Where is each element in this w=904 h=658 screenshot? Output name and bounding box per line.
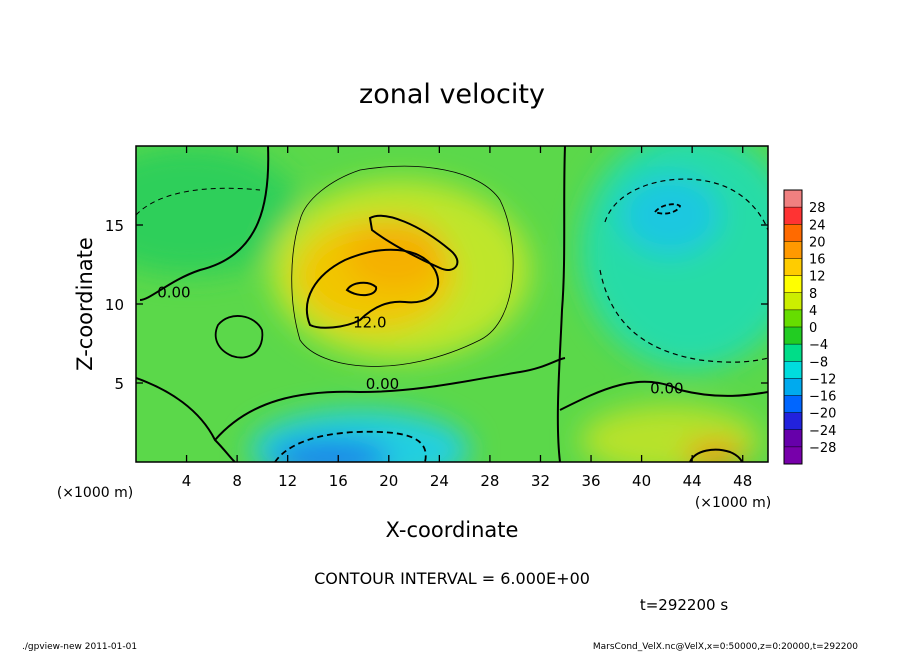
colorbar-swatch: [784, 412, 802, 431]
colorbar-swatch: [784, 344, 802, 362]
contour-negative-bottom: [274, 430, 427, 462]
x-tick-label: 20: [379, 472, 398, 490]
colorbar-swatch: [784, 275, 802, 294]
x-tick-label: 44: [683, 472, 702, 490]
colorbar-swatch: [784, 395, 802, 414]
colorbar-swatch: [784, 224, 802, 242]
chart-title: zonal velocity: [359, 79, 545, 110]
contour-labels: 0.00 12.0 0.00 0.00: [157, 283, 683, 398]
y-tick-label: 10: [105, 296, 124, 314]
colorbar-label: 24: [809, 218, 826, 233]
x-unit-label: (×1000 m): [695, 495, 771, 511]
contour-negative-right-core: [653, 203, 682, 215]
colorbar-label: −4: [809, 338, 828, 353]
zero-contour-middle: [214, 357, 566, 441]
velocity-field-shading: [136, 146, 768, 462]
x-tick-label: 4: [182, 472, 192, 490]
x-tick-label: 28: [480, 472, 499, 490]
colorbar-label: 28: [809, 201, 826, 216]
colorbar-swatch: [784, 190, 802, 208]
y-tick-label: 5: [114, 375, 124, 393]
colorbar-label: 8: [809, 287, 817, 302]
contour-12-outer: [305, 248, 440, 329]
x-tick-label: 24: [430, 472, 449, 490]
x-tick-label: 16: [329, 472, 348, 490]
colorbar-label: −24: [809, 424, 836, 439]
colorbar-label: 16: [809, 253, 826, 268]
zero-contour-left: [136, 146, 270, 462]
x-tick-label: 36: [581, 472, 600, 490]
colorbar-swatch: [784, 361, 802, 379]
contour-label: 0.00: [157, 283, 190, 301]
colorbar: 28 24 20 16 12 8 4 0 −4 −8 −12 −16 −20 −24 −28: [783, 189, 836, 465]
contour-negative-left: [136, 187, 261, 216]
zero-contour-vertical: [556, 146, 566, 462]
colorbar-swatch: [784, 378, 802, 396]
zero-contour-right: [559, 380, 768, 411]
contour-negative-right: [599, 178, 768, 363]
time-text: t=292200 s: [640, 596, 728, 614]
x-tick-label: 40: [632, 472, 651, 490]
x-tick-label: 8: [232, 472, 242, 490]
x-tick-label: 48: [733, 472, 752, 490]
colorbar-label: −16: [809, 390, 836, 405]
colorbar-swatch: [784, 429, 802, 448]
colorbar-label: 20: [809, 235, 826, 250]
contour-label: 12.0: [353, 313, 386, 331]
colorbar-label: 4: [809, 304, 817, 319]
field-region-upper-left: [136, 146, 300, 275]
x-axis-label: X-coordinate: [386, 518, 519, 542]
x-tick-label: 32: [531, 472, 550, 490]
colorbar-swatch: [784, 207, 802, 225]
colorbar-label: 0: [809, 321, 817, 336]
colorbar-swatch: [784, 446, 802, 465]
contour-12-small: [345, 281, 378, 297]
colorbar-label: −20: [809, 407, 836, 422]
footer-right-text: MarsCond_VelX.nc@VelX,x=0:50000,z=0:2000…: [592, 642, 858, 652]
contour-positive-thin: [291, 165, 514, 367]
colorbar-label: 12: [809, 270, 826, 285]
y-unit-label: (×1000 m): [57, 485, 133, 501]
field-region-bottom-right: [580, 405, 760, 462]
field-region-positive-core: [345, 220, 445, 290]
field-region-right-core: [620, 175, 720, 255]
y-tick-label: 15: [105, 217, 124, 235]
contour-12-inner: [368, 214, 459, 271]
field-region-bottom-right-core: [685, 443, 745, 462]
contour-label: 0.00: [366, 375, 399, 393]
colorbar-label: −28: [809, 441, 836, 456]
x-tick-label: 12: [278, 472, 297, 490]
colorbar-swatch: [784, 327, 802, 345]
colorbar-swatch: [784, 258, 802, 277]
contour-label: 0.00: [650, 380, 683, 398]
field-region-bottom-core: [270, 440, 390, 462]
footer-left-text: ./gpview-new 2011-01-01: [22, 642, 138, 652]
contour-bottom-right-positive: [689, 448, 743, 462]
contour-interval-text: CONTOUR INTERVAL = 6.000E+00: [314, 569, 590, 588]
colorbar-swatch: [784, 241, 802, 259]
y-axis-label: Z-coordinate: [73, 237, 97, 371]
colorbar-label: −12: [809, 372, 836, 387]
colorbar-label: −8: [809, 355, 828, 370]
contour-lines: [136, 146, 768, 462]
contour-island-left: [214, 315, 264, 359]
colorbar-swatch: [784, 292, 802, 311]
colorbar-swatch: [784, 309, 802, 328]
